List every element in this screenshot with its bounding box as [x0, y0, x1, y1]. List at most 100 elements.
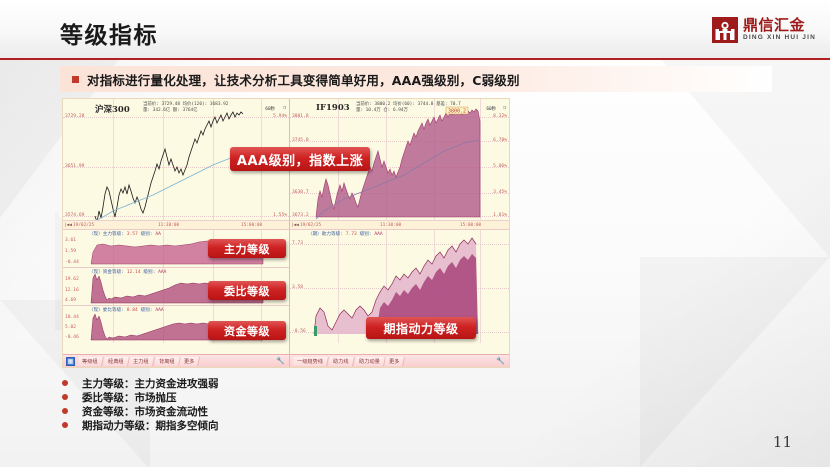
window-restore-icon[interactable]: ❐ [282, 105, 286, 111]
window-restore-icon-right[interactable]: ❐ [502, 105, 506, 111]
list-item-label: 期指动力等级：期指多空倾向 [82, 419, 219, 432]
index-price-series [94, 111, 244, 223]
grid-icon[interactable]: ▦ [66, 356, 75, 366]
list-item-label: 主力等级：主力资金进攻强弱 [82, 377, 219, 390]
tab-yijiqushixian[interactable]: 一级趋势线 [292, 356, 329, 366]
subpanel-weibi-name: 委比等级 [102, 308, 122, 313]
list-item: 委比等级：市场抛压 [62, 390, 462, 404]
index-chart-period[interactable]: 60秒 [265, 107, 275, 112]
callout-zijin-grade: 资金等级 [208, 321, 286, 340]
tab-zhulidongliang-label: 助力动量 [358, 358, 380, 365]
page-title: 等级指标 [60, 23, 158, 49]
index-chart-stat-line-2: 量: 342.6亿 额: 3764亿 [143, 108, 198, 113]
list-item: 期指动力等级：期指多空倾向 [62, 418, 462, 432]
subpanel-dongli-name: 助力等级 [321, 232, 341, 237]
tab-beilizu-label: 背离组 [158, 358, 175, 365]
callout-qizhi-dongli-grade: 期指动力等级 [366, 317, 476, 339]
subpanel-zhuli-y-mid: 1.59 [65, 249, 77, 254]
callout-aaa-index-rising: AAA级别，指数上涨 [230, 147, 370, 171]
futures-price-series: 3800.2 [315, 106, 481, 220]
index-pct-axis-top: 5.94% [273, 114, 287, 119]
futures-price-tag-text: 3800.2 [448, 109, 466, 115]
terminal-screenshot: 沪深300 当前价: 3729.48 均价(120): 3683.92 量: 3… [62, 98, 510, 368]
tab-jingdianzu-label: 经典组 [107, 358, 124, 365]
subpanel-zhuli-prefix: 〈现〉 [89, 232, 103, 237]
logo-name-en: DING XIN HUI JIN [742, 34, 816, 42]
subpanel-zhuli-grade-label: 级别: [140, 232, 153, 237]
list-item-label: 资金等级：市场资金流动性 [82, 405, 208, 418]
subpanel-dongli-grade: AAA [374, 232, 383, 237]
subpanel-zhuli-value: 3.57 [126, 232, 138, 237]
tab-zhulizu-label: 主力组 [133, 358, 149, 365]
index-intraday-chart[interactable]: 沪深300 当前价: 3729.48 均价(120): 3683.92 量: 3… [63, 99, 289, 229]
subpanel-zijin-grade: AAA [158, 270, 167, 275]
futures-time-axis: 19/02/25 11:30:00 15:00:00 |◀◀ [289, 220, 509, 229]
futures-pct-axis-2: 6.70% [493, 138, 507, 143]
index-pct-axis-bottom: 1.55% [273, 213, 287, 218]
futures-y-axis-1: 3801.8 [291, 114, 309, 119]
tab-more-right[interactable]: 更多 [384, 356, 406, 366]
list-bullet-icon [62, 408, 68, 414]
brand-logo: 鼎信汇金 DING XIN HUI JIN [711, 14, 816, 46]
tab-dengjizu[interactable]: 等级组 [77, 356, 104, 366]
callout-zhuli-grade: 主力等级 [208, 239, 286, 258]
futures-time-mid: 11:30:00 [379, 222, 402, 228]
subpanel-dongli-y-mid: 3.58 [291, 285, 304, 290]
tab-jingdianzu[interactable]: 经典组 [102, 356, 130, 366]
logo-wordmark: 鼎信汇金 DING XIN HUI JIN [743, 18, 816, 42]
futures-chart-stat-line-2: 量: 10.4万 仓: 6.94万 [355, 108, 408, 113]
list-bullet-icon [62, 380, 68, 386]
index-time-mid: 11:30:00 [158, 222, 180, 228]
subpanel-dongli-header: 〈期〉助力等级: 7.73 级别: AAA [307, 232, 383, 237]
subpanel-zhuli-name: 主力等级 [102, 232, 122, 237]
tab-yijiqushixian-label: 一级趋势线 [296, 358, 323, 365]
callout-weibi-grade: 委比等级 [208, 281, 286, 300]
slide-header: 等级指标 鼎信汇金 DING XIN HUI JIN [0, 0, 830, 58]
subpanel-weibi-grade-label: 级别: [140, 308, 153, 313]
subpanel-zijin-prefix: 〈现〉 [89, 270, 103, 275]
subpanel-dongli-prefix: 〈期〉 [307, 232, 322, 237]
tab-zhulidongliang[interactable]: 助力动量 [353, 356, 386, 366]
futures-y-axis-4: 3673.2 [291, 213, 309, 218]
logo-name-cn: 鼎信汇金 [742, 16, 805, 35]
subpanel-zijin-y-top: 19.62 [65, 277, 79, 282]
scroll-left-icon[interactable]: |◀◀ [64, 222, 72, 228]
scroll-left-icon-right[interactable]: |◀◀ [290, 222, 299, 228]
left-panel-tabbar[interactable]: ▦ 等级组 经典组 主力组 背离组 更多 🔧 [63, 354, 289, 367]
subpanel-zijin-y-mid: 12.16 [65, 288, 79, 293]
subpanel-zhuli-y-bottom: -0.44 [65, 260, 79, 265]
tab-more-left[interactable]: 更多 [179, 356, 201, 366]
subpanel-dongli-grade-label: 级别: [359, 232, 372, 237]
futures-chart-period[interactable]: 60秒 [486, 107, 496, 112]
subpanel-weibi-grade: AAA [155, 308, 164, 313]
index-chart-title: 沪深300 [95, 105, 130, 115]
index-time-end: 15:00:00 [241, 222, 263, 228]
wrench-icon-right[interactable]: 🔧 [496, 358, 505, 365]
page-number: 11 [772, 433, 792, 451]
subpanel-zijin-name: 资金等级 [102, 270, 122, 275]
banner-text: 对指标进行量化处理，让技术分析工具变得简单好用，AAA强级别，C弱级别 [87, 72, 520, 88]
subpanel-dongli-y-bottom: -0.56 [291, 329, 306, 334]
tab-zhulizu[interactable]: 主力组 [128, 356, 155, 366]
futures-time-start: 19/02/25 [299, 222, 322, 228]
tab-beilizu[interactable]: 背离组 [153, 356, 181, 366]
futures-pct-axis-5: 1.81% [493, 213, 507, 218]
futures-chart-stat-line-1: 当前价: 3800.2 均价(60): 3744.8 基差: 70.7 [355, 102, 461, 107]
subpanel-dongli-y-top: 7.73 [291, 241, 304, 246]
tab-dengjizu-label: 等级组 [82, 358, 98, 365]
subpanel-weibi-prefix: 〈现〉 [89, 308, 103, 313]
list-bullet-icon [62, 422, 68, 428]
header-divider [0, 58, 830, 60]
tab-zhulixian[interactable]: 助力线 [327, 356, 355, 366]
futures-pct-axis-4: 3.45% [493, 190, 507, 195]
right-panel-tabbar[interactable]: 一级趋势线 助力线 助力动量 更多 🔧 [289, 354, 509, 367]
subpanel-weibi-y-top: 10.44 [65, 315, 79, 320]
wrench-icon[interactable]: 🔧 [276, 358, 285, 365]
subpanel-zhuli-grade: AA [155, 232, 161, 237]
subpanel-dongli-value: 7.73 [345, 232, 357, 237]
subpanel-zijin-header: 〈现〉资金等级: 12.14 级别: AAA [89, 270, 167, 275]
subpanel-zhuli-header: 〈现〉主力等级: 3.57 级别: AA [89, 232, 161, 237]
subpanel-weibi-value: 8.84 [126, 308, 138, 313]
subpanel-weibi-y-mid: 5.02 [65, 325, 77, 330]
